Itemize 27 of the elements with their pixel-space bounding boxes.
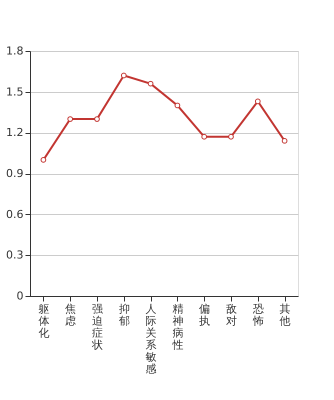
y-tick-label: 0.9	[6, 167, 24, 180]
x-tick-label: 恐怖	[252, 302, 264, 328]
x-tick-label: 躯体化	[38, 302, 50, 340]
x-tick-label: 偏执	[199, 302, 210, 328]
x-tick-label: 其他	[280, 302, 291, 328]
x-tick-label: 强迫症状	[91, 302, 103, 352]
point	[201, 134, 208, 140]
x-tick-label: 敌对	[226, 302, 237, 328]
point	[254, 98, 261, 104]
point	[228, 134, 234, 140]
point	[67, 116, 74, 122]
x-tick-label: 焦虑	[65, 302, 76, 328]
point	[120, 72, 127, 78]
x-tick-label: 精神病性	[171, 302, 184, 352]
y-tick-label: 1.2	[6, 126, 24, 140]
y-tick-label: 1.8	[6, 44, 24, 58]
y-tick-label: 0.3	[6, 248, 24, 262]
point	[40, 157, 46, 163]
point	[174, 102, 180, 108]
y-tick-label: 1.5	[6, 85, 24, 98]
point	[148, 80, 154, 87]
y-tick-label: 0	[16, 290, 24, 302]
x-tick-label: 抑郁	[118, 302, 130, 328]
x-tick-label: 人际关系敏感	[146, 302, 157, 376]
point	[94, 116, 100, 122]
y-tick-label: 0.6	[6, 208, 24, 221]
point	[282, 138, 288, 144]
